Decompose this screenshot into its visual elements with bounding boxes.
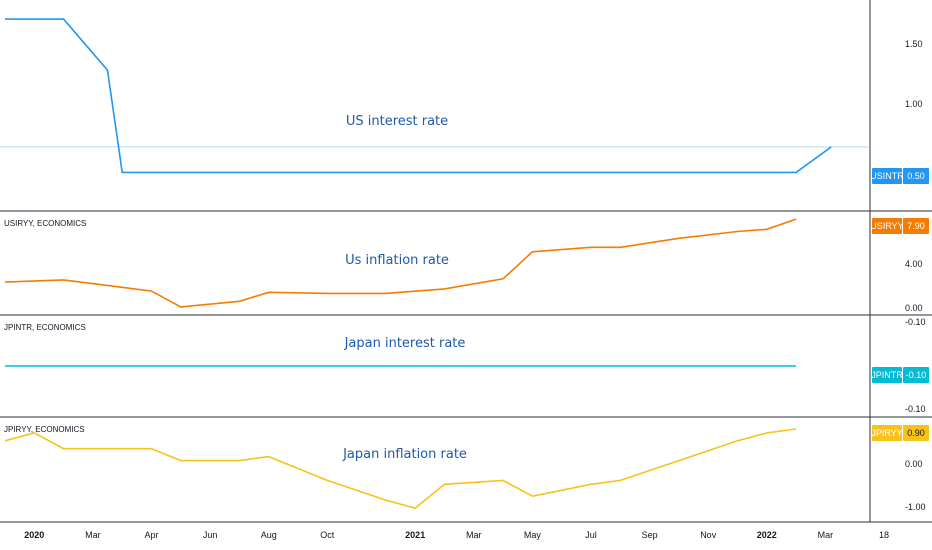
y-tick-label: 1.50 — [905, 39, 923, 49]
y-tick-label: -0.10 — [905, 404, 926, 414]
last-value-label: 7.90 — [907, 221, 925, 231]
y-tick-label: 0.00 — [905, 303, 923, 313]
symbol-badge-label: JPIRYY — [871, 428, 902, 438]
series-line-usiryy[interactable] — [4, 218, 797, 308]
annotation: Japan inflation rate — [342, 447, 467, 462]
pane-jpiryy: JPIRYY, ECONOMICS Japan inflation rate 0.0… — [0, 417, 932, 523]
y-tick-label: -1.00 — [905, 502, 926, 512]
symbol-badge-label: USINTR — [870, 171, 904, 181]
annotation: US interest rate — [346, 114, 448, 129]
x-tick-label: Sep — [642, 530, 658, 540]
x-tick-label: 2020 — [24, 530, 44, 540]
chart-panes: US interest rate 1.50 1.00 USINTR 0.50 USIRYY… — [0, 0, 932, 523]
pane-jpintr: JPINTR, ECONOMICS Japan interest rate -0.1… — [0, 315, 932, 418]
last-value-badge — [903, 218, 929, 234]
x-tick-label: Apr — [144, 530, 158, 540]
symbol-badge-label: JPINTR — [871, 370, 903, 380]
series-label: USIRYY, ECONOMICS — [4, 219, 86, 228]
last-value-label: -0.10 — [906, 370, 927, 380]
last-value-label: 0.50 — [907, 171, 925, 181]
last-value-badge — [903, 168, 929, 184]
x-tick-label: Jul — [585, 530, 597, 540]
y-tick-label: 1.00 — [905, 99, 923, 109]
last-value-badge — [903, 367, 929, 383]
x-tick-label: Oct — [320, 530, 335, 540]
x-tick-label: Jun — [203, 530, 218, 540]
x-tick-label: Mar — [85, 530, 101, 540]
symbol-badge — [872, 425, 902, 441]
series-label: JPINTR, ECONOMICS — [4, 323, 86, 332]
y-tick-label: -0.10 — [905, 317, 926, 327]
symbol-badge-label: USIRYY — [870, 221, 903, 231]
x-tick-label: Mar — [818, 530, 834, 540]
annotation: Japan interest rate — [344, 336, 466, 351]
x-tick-label: 2021 — [405, 530, 425, 540]
x-tick-label: Nov — [700, 530, 717, 540]
x-tick-label: May — [524, 530, 542, 540]
last-value-badge — [903, 425, 929, 441]
x-tick-label: Mar — [466, 530, 482, 540]
annotation: Us inflation rate — [345, 253, 449, 268]
symbol-badge — [872, 218, 902, 234]
y-tick-label: 4.00 — [905, 259, 923, 269]
pane-usintr: US interest rate 1.50 1.00 USINTR 0.50 — [0, 0, 932, 212]
y-tick-label: 0.00 — [905, 459, 923, 469]
series-line-usintr[interactable] — [5, 18, 832, 174]
last-value-label: 0.90 — [907, 428, 925, 438]
x-axis: 2020 Mar Apr Jun Aug Oct 2021 Mar May Jul Sep Nov 20… — [24, 530, 889, 540]
series-line-jpiryy[interactable] — [4, 428, 797, 509]
pane-usiryy: USIRYY, ECONOMICS Us inflation rate 4.00 0.… — [0, 211, 932, 316]
symbol-badge — [872, 168, 902, 184]
symbol-badge — [872, 367, 902, 383]
x-tick-label: Aug — [261, 530, 277, 540]
series-label: JPIRYY, ECONOMICS — [4, 425, 85, 434]
x-tick-label: 18 — [879, 530, 889, 540]
x-tick-label: 2022 — [757, 530, 777, 540]
